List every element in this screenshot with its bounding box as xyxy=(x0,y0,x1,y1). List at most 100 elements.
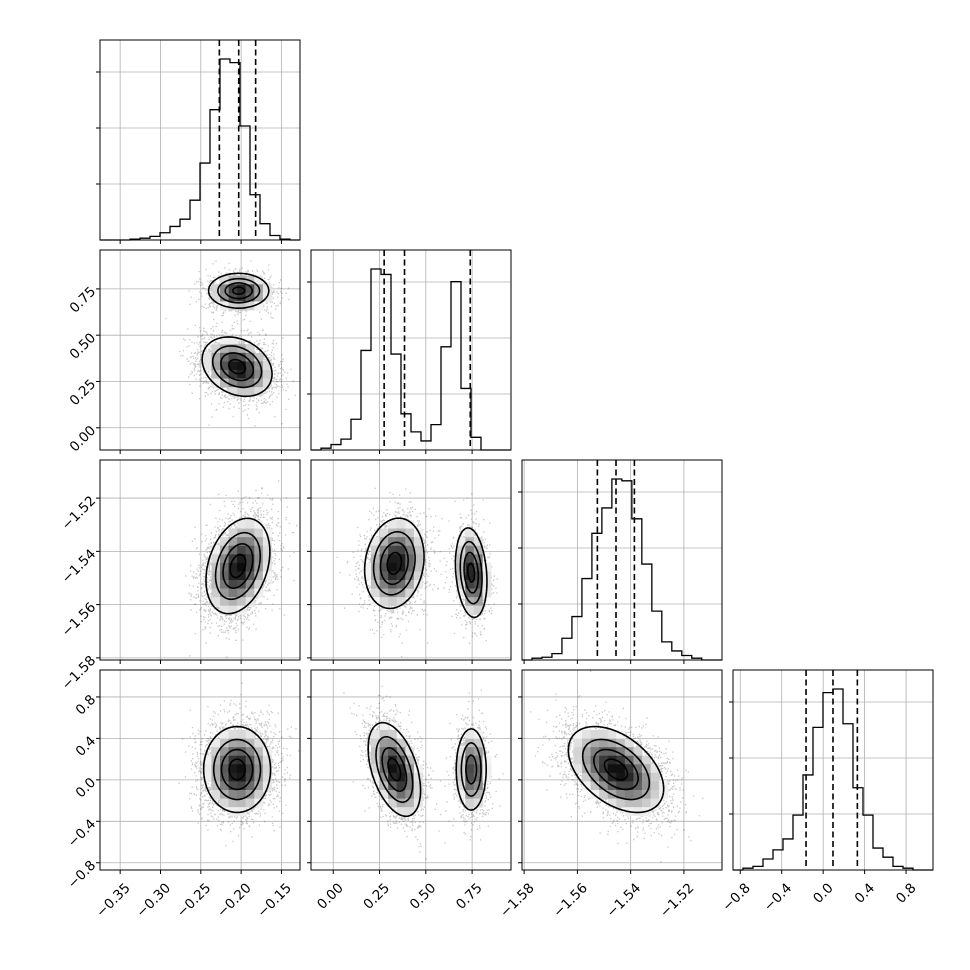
density-pixel xyxy=(456,747,466,757)
density-pixel xyxy=(245,537,255,547)
density-pixel xyxy=(465,790,475,799)
density-contour xyxy=(581,738,651,801)
density-pixel xyxy=(228,378,238,388)
density-pixel xyxy=(237,352,247,362)
density-pixel xyxy=(211,284,221,294)
density-pixel xyxy=(396,580,406,589)
density-pixel xyxy=(228,344,238,354)
density-pixel xyxy=(573,747,583,757)
density-pixel xyxy=(237,545,247,555)
density-pixel xyxy=(616,730,626,739)
density-pixel xyxy=(211,755,221,765)
density-pixel xyxy=(405,807,415,817)
y-tick-label: 0.4 xyxy=(73,733,100,760)
density-pixel xyxy=(633,747,643,757)
histogram-panel-1 xyxy=(307,249,512,454)
density-pixel xyxy=(262,537,272,547)
density-pixel xyxy=(456,781,466,791)
density-contour xyxy=(228,758,246,781)
density-pixel xyxy=(465,730,475,739)
density-pixel xyxy=(228,545,238,555)
density-pixel xyxy=(371,738,380,748)
density-pixel xyxy=(405,520,415,529)
density-pixel xyxy=(245,378,255,388)
density-pixel xyxy=(371,588,380,598)
density-pixel xyxy=(379,597,389,607)
y-tick-label: −1.58 xyxy=(59,653,100,694)
density-pixel xyxy=(254,747,264,757)
density-pixel xyxy=(405,528,415,538)
histogram-step-line xyxy=(311,268,511,451)
density-pixel xyxy=(371,571,380,581)
density-pixel xyxy=(396,790,406,799)
density-pixel xyxy=(228,764,238,774)
density-pixel xyxy=(616,747,626,757)
density-pixel xyxy=(202,772,212,782)
density-pixel xyxy=(473,537,483,547)
y-tick-label: 0.8 xyxy=(73,692,100,719)
density-pixel xyxy=(473,755,483,765)
density-pixel xyxy=(379,562,389,572)
histogram-panel-3 xyxy=(729,669,934,874)
density-pixel xyxy=(379,571,389,581)
scatter-panel-0-1 xyxy=(96,249,301,454)
density-pixel xyxy=(396,571,406,581)
density-pixel xyxy=(396,537,406,547)
density-pixel xyxy=(616,772,626,782)
density-pixel xyxy=(228,605,238,615)
density-pixel xyxy=(624,747,634,757)
density-pixel xyxy=(237,790,247,799)
density-pixel xyxy=(465,562,475,572)
density-pixel xyxy=(220,344,229,354)
density-pixel xyxy=(590,755,600,765)
density-pixel xyxy=(582,738,591,748)
density-pixel xyxy=(405,537,415,547)
density-pixel xyxy=(245,798,255,808)
density-contour xyxy=(603,758,629,781)
density-pixel xyxy=(371,580,380,589)
density-pixel xyxy=(220,755,229,765)
density-contour xyxy=(227,286,247,375)
density-contour xyxy=(375,735,482,804)
density-pixel xyxy=(254,738,264,748)
density-contour xyxy=(567,725,665,814)
density-pixel xyxy=(220,781,229,791)
density-pixel xyxy=(220,580,229,589)
density-pixel xyxy=(237,378,247,388)
density-pixel xyxy=(573,764,583,774)
density-pixel xyxy=(599,764,609,774)
density-pixel xyxy=(465,755,475,765)
density-pixel xyxy=(228,387,238,397)
density-pixel xyxy=(413,554,423,564)
axes-frame xyxy=(521,459,723,661)
density-pixel xyxy=(599,781,609,791)
density-pixel xyxy=(590,781,600,791)
density-pixel xyxy=(465,798,475,808)
density-pixel xyxy=(220,370,229,379)
panel-contents xyxy=(522,670,722,870)
density-contour xyxy=(363,517,488,619)
density-pixel xyxy=(396,772,406,782)
histogram-panel-0 xyxy=(96,39,301,244)
density-contour xyxy=(220,282,255,382)
density-pixel xyxy=(245,292,255,302)
density-pixel xyxy=(237,571,247,581)
density-pixel xyxy=(413,545,423,555)
density-pixel xyxy=(237,764,247,774)
density-pixel xyxy=(254,378,264,388)
density-pixel xyxy=(220,275,229,285)
density-contour xyxy=(229,553,247,579)
density-pixel xyxy=(211,554,221,564)
density-pixel xyxy=(465,781,475,791)
density-pixel xyxy=(379,580,389,589)
density-pixel xyxy=(237,344,247,354)
density-pixel xyxy=(202,361,212,371)
density-pixel xyxy=(254,520,264,529)
density-pixel xyxy=(211,344,221,354)
density-pixel xyxy=(237,588,247,598)
density-pixel xyxy=(254,528,264,538)
density-pixel xyxy=(473,554,483,564)
density-pixel xyxy=(254,387,264,397)
x-tick-label: −0.8 xyxy=(719,880,753,914)
density-pixel xyxy=(642,764,651,774)
